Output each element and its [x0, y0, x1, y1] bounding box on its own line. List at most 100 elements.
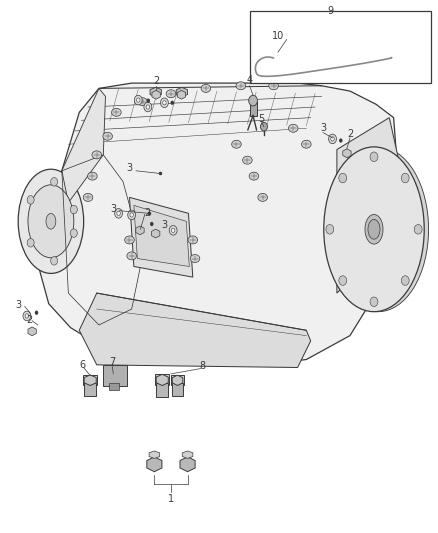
Polygon shape: [136, 226, 144, 235]
Circle shape: [249, 95, 258, 106]
Polygon shape: [62, 88, 106, 203]
Bar: [103, 366, 127, 385]
Bar: [156, 383, 168, 397]
Circle shape: [25, 314, 28, 318]
Ellipse shape: [127, 252, 137, 260]
Circle shape: [401, 173, 409, 183]
Circle shape: [35, 311, 38, 315]
Ellipse shape: [258, 193, 268, 201]
Ellipse shape: [88, 172, 97, 180]
Polygon shape: [343, 149, 351, 158]
Circle shape: [71, 205, 78, 214]
Ellipse shape: [138, 98, 148, 106]
Polygon shape: [182, 451, 193, 458]
Ellipse shape: [103, 132, 113, 140]
Ellipse shape: [166, 90, 176, 98]
Bar: [172, 383, 183, 396]
Polygon shape: [150, 87, 161, 97]
Text: 3: 3: [320, 123, 326, 133]
Circle shape: [328, 134, 336, 144]
Circle shape: [169, 225, 177, 235]
Polygon shape: [28, 327, 36, 336]
Polygon shape: [134, 205, 189, 266]
Ellipse shape: [365, 214, 383, 244]
Text: 2: 2: [153, 77, 159, 86]
Text: 3: 3: [161, 220, 167, 230]
Circle shape: [115, 208, 123, 218]
Circle shape: [27, 239, 34, 247]
Ellipse shape: [249, 172, 259, 180]
Text: 9: 9: [327, 6, 333, 17]
Polygon shape: [79, 293, 311, 368]
Polygon shape: [130, 197, 193, 277]
Polygon shape: [152, 229, 160, 238]
Polygon shape: [172, 375, 183, 385]
Circle shape: [370, 152, 378, 161]
Circle shape: [130, 213, 134, 217]
Bar: [84, 383, 96, 397]
Polygon shape: [35, 83, 398, 365]
Circle shape: [339, 139, 343, 143]
Text: 3: 3: [127, 163, 133, 173]
Text: 2: 2: [26, 314, 32, 325]
Text: 3: 3: [110, 204, 117, 214]
Circle shape: [162, 101, 166, 105]
Text: 6: 6: [80, 360, 86, 370]
Ellipse shape: [232, 140, 241, 148]
Circle shape: [117, 211, 120, 215]
Bar: [171, 375, 184, 384]
Circle shape: [134, 95, 142, 105]
Polygon shape: [180, 457, 195, 472]
Circle shape: [370, 297, 378, 306]
Circle shape: [331, 137, 334, 141]
Circle shape: [146, 105, 150, 109]
Circle shape: [71, 229, 78, 237]
Bar: [155, 374, 169, 384]
Ellipse shape: [83, 193, 93, 201]
Ellipse shape: [112, 108, 121, 116]
Polygon shape: [147, 457, 162, 472]
Circle shape: [23, 311, 31, 321]
Polygon shape: [156, 374, 168, 385]
Circle shape: [326, 224, 334, 234]
Bar: [109, 383, 119, 390]
Circle shape: [386, 51, 397, 64]
Circle shape: [27, 196, 34, 204]
Text: 8: 8: [199, 361, 205, 371]
Circle shape: [339, 276, 347, 285]
Ellipse shape: [368, 220, 380, 239]
Ellipse shape: [92, 151, 102, 159]
Circle shape: [414, 224, 422, 234]
Ellipse shape: [269, 82, 279, 90]
Circle shape: [160, 98, 168, 108]
Ellipse shape: [324, 147, 424, 312]
Bar: [83, 375, 97, 384]
Circle shape: [128, 210, 136, 220]
Circle shape: [389, 55, 394, 60]
Text: 1: 1: [168, 494, 174, 504]
Ellipse shape: [328, 147, 428, 312]
Ellipse shape: [301, 140, 311, 148]
Ellipse shape: [18, 169, 84, 273]
Bar: [250, 11, 431, 83]
Circle shape: [51, 256, 58, 265]
Circle shape: [150, 222, 153, 226]
Text: 3: 3: [15, 300, 21, 310]
Circle shape: [170, 101, 174, 105]
Circle shape: [144, 102, 152, 112]
Ellipse shape: [236, 82, 246, 90]
Text: 4: 4: [247, 76, 253, 85]
Circle shape: [401, 276, 409, 285]
Polygon shape: [337, 118, 403, 293]
Polygon shape: [176, 87, 187, 97]
Circle shape: [339, 173, 347, 183]
Polygon shape: [149, 451, 160, 458]
Ellipse shape: [125, 236, 134, 244]
Ellipse shape: [46, 214, 56, 229]
Circle shape: [51, 177, 58, 186]
Circle shape: [171, 228, 175, 232]
Polygon shape: [84, 375, 96, 385]
Polygon shape: [270, 54, 277, 62]
Text: 5: 5: [258, 114, 265, 124]
Polygon shape: [177, 91, 186, 99]
